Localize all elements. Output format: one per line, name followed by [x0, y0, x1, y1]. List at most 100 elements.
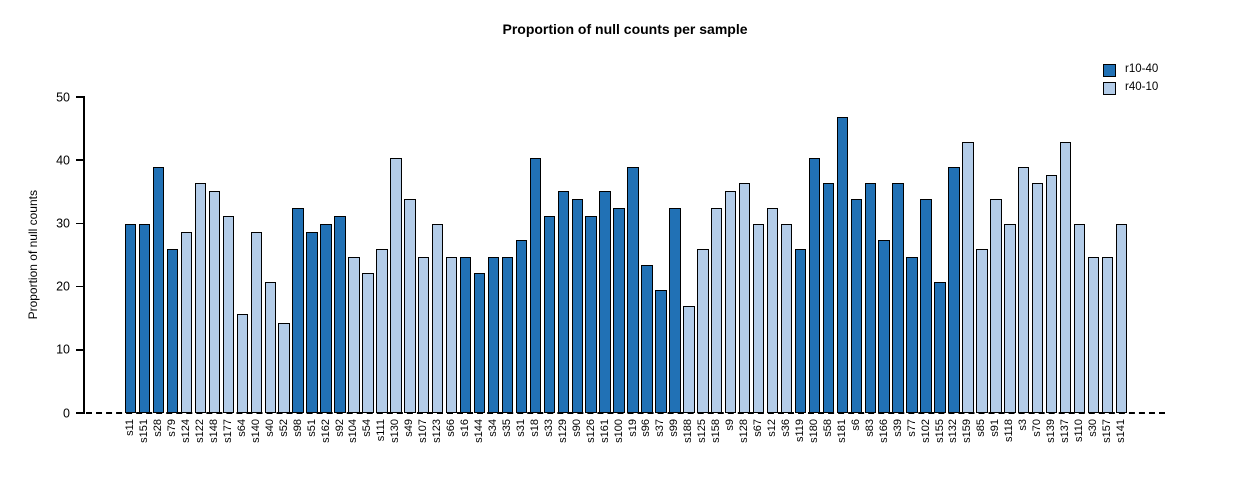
x-tick-label: s132 [947, 419, 960, 443]
bar-s155 [934, 281, 946, 413]
bar-s11 [125, 224, 137, 413]
x-tick-label: s148 [207, 419, 220, 443]
x-label-cell: s188 [682, 419, 694, 473]
bar-s49 [404, 199, 416, 413]
x-tick-label: s141 [1114, 419, 1127, 443]
bar-s6 [850, 199, 863, 413]
bar-s30 [1087, 256, 1100, 413]
x-label-cell: s77 [905, 419, 918, 473]
x-label-cell: s180 [808, 419, 820, 473]
bar-s96 [641, 265, 653, 413]
x-label-cell: s144 [473, 419, 485, 473]
x-tick-label: s67 [752, 419, 765, 437]
bar-s85 [976, 248, 988, 413]
x-label-cell: s58 [821, 419, 834, 473]
x-label-cell: s98 [291, 419, 304, 473]
x-label-cell: s34 [487, 419, 499, 473]
x-tick-label: s28 [152, 419, 165, 437]
x-label-cell: s126 [585, 419, 597, 473]
bar-s35 [501, 256, 514, 413]
bar-s54 [362, 273, 374, 413]
x-tick-label: s158 [710, 419, 723, 443]
x-label-cell: s35 [501, 419, 513, 473]
x-label-cell: s140 [250, 419, 262, 473]
y-tick [75, 96, 84, 98]
x-tick-label: s151 [138, 419, 151, 443]
bar-s126 [585, 215, 597, 413]
bar-s166 [878, 240, 890, 413]
x-tick-label: s70 [1031, 419, 1044, 437]
bar-s161 [599, 191, 611, 413]
x-tick-label: s77 [905, 419, 918, 437]
bar-s118 [1004, 224, 1016, 413]
y-tick [75, 412, 84, 414]
x-tick-label: s139 [1045, 419, 1058, 443]
x-tick-label: s34 [487, 419, 499, 437]
bar-s18 [529, 158, 542, 413]
x-label-cell: s181 [836, 419, 848, 473]
x-tick-label: s102 [919, 419, 932, 443]
x-tick-label: s162 [319, 419, 332, 443]
x-tick-label: s111 [375, 419, 388, 442]
chart-title: Proportion of null counts per sample [502, 21, 748, 37]
bar-s51 [306, 232, 318, 413]
bar-s39 [892, 182, 904, 413]
x-tick-label: s119 [793, 419, 806, 443]
x-tick-label: s37 [654, 419, 667, 437]
x-label-cell: s67 [752, 419, 765, 473]
x-label-cell: s158 [710, 419, 723, 473]
y-tick-label: 0 [63, 405, 70, 420]
x-label-cell: s51 [306, 419, 318, 473]
bar-s148 [208, 191, 221, 413]
x-label-cell: s102 [919, 419, 932, 473]
x-label-cell: s40 [264, 419, 276, 473]
y-axis [83, 96, 85, 414]
x-label-cell: s137 [1059, 419, 1071, 473]
x-tick-label: s83 [863, 419, 876, 437]
x-label-cell: s64 [236, 419, 248, 473]
y-tick-label: 10 [56, 342, 70, 357]
x-tick-label: s54 [361, 419, 374, 437]
x-tick-label: s157 [1100, 419, 1113, 443]
bar-s129 [557, 191, 569, 413]
x-tick-label: s49 [403, 419, 416, 437]
bar-s66 [445, 256, 458, 413]
bar-s28 [152, 166, 165, 413]
x-tick-label: s98 [291, 419, 304, 437]
bar-s177 [222, 215, 235, 413]
y-tick-label: 20 [56, 279, 70, 294]
bar-s16 [459, 256, 472, 413]
bar-s162 [320, 224, 332, 413]
bar-s92 [334, 215, 346, 413]
x-tick-label: s110 [1073, 419, 1086, 443]
y-tick-label: 30 [56, 216, 70, 231]
x-label-cell: s100 [613, 419, 625, 473]
x-tick-label: s30 [1086, 419, 1099, 437]
x-labels: s11 s151 s28 s79 s124 s122 s148 s177 s64 s140 s40 s… [124, 419, 1127, 473]
bar-s77 [906, 256, 918, 413]
x-label-cell: s125 [696, 419, 708, 473]
bar-s99 [669, 207, 681, 413]
x-tick-label: s129 [556, 419, 569, 443]
x-tick-label: s19 [626, 419, 639, 437]
bar-s104 [348, 256, 360, 413]
x-tick-label: s58 [821, 419, 834, 437]
x-label-cell: s132 [947, 419, 960, 473]
x-tick-label: s90 [570, 419, 583, 437]
x-label-cell: s130 [389, 419, 401, 473]
bar-s58 [822, 182, 835, 413]
x-tick-label: s99 [668, 419, 681, 437]
bar-s110 [1073, 224, 1086, 413]
x-label-cell: s122 [194, 419, 206, 473]
x-label-cell: s162 [319, 419, 332, 473]
x-label-cell: s148 [207, 419, 220, 473]
x-tick-label: s128 [738, 419, 751, 443]
x-label-cell: s6 [850, 419, 862, 473]
bar-s12 [766, 207, 779, 413]
y-tick-label: 40 [56, 152, 70, 167]
x-label-cell: s79 [166, 419, 178, 473]
bar-s128 [738, 182, 751, 413]
bar-s107 [418, 256, 430, 413]
x-tick-label: s91 [989, 419, 1002, 437]
bar-s19 [627, 166, 639, 413]
